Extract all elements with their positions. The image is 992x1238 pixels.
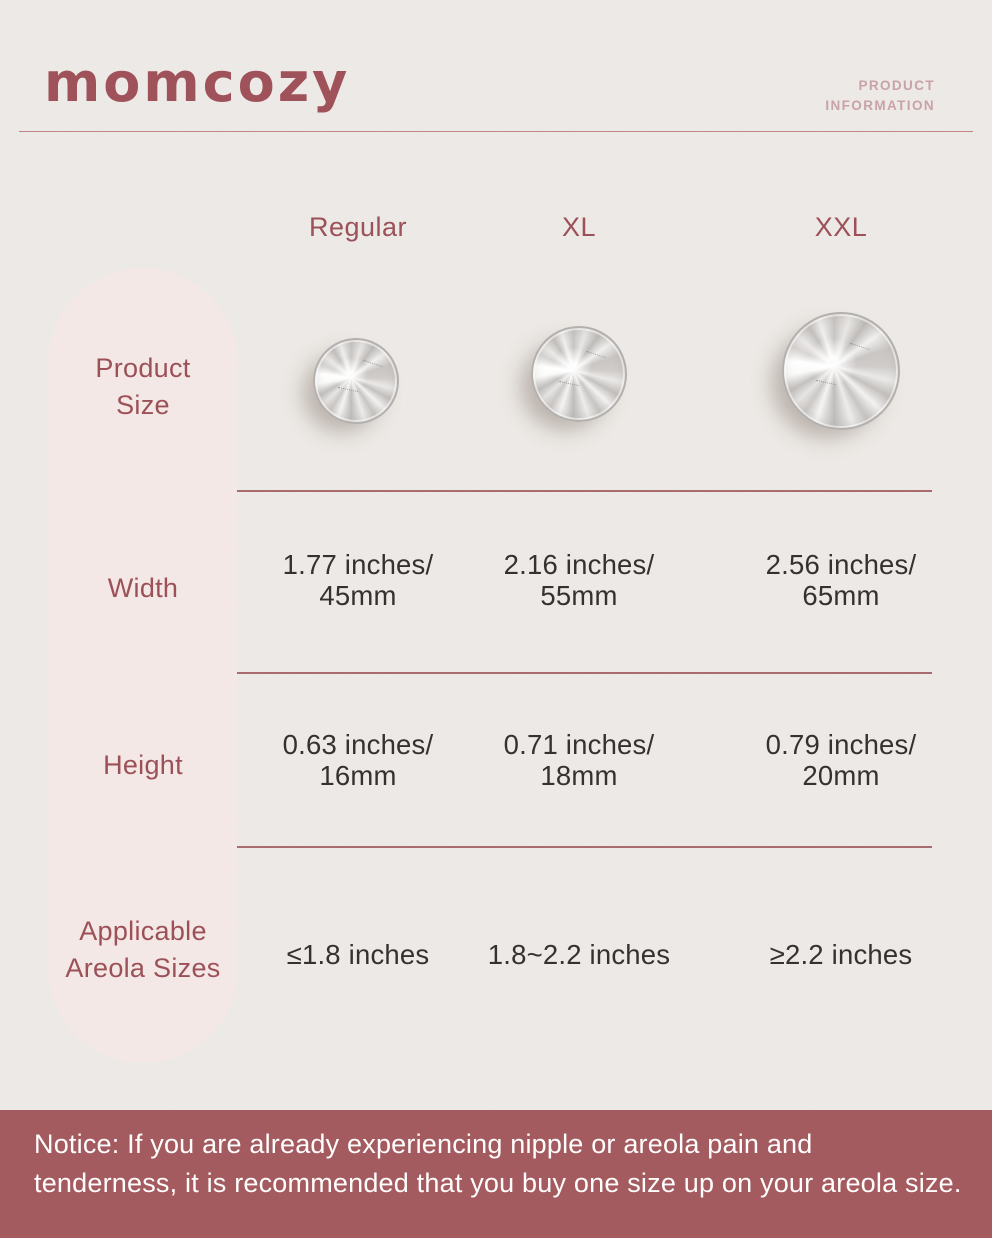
width-xl-mm: 55mm (540, 580, 618, 611)
engraving-mark (558, 381, 579, 387)
height-value-xxl: 0.79 inches/ 20mm (766, 729, 917, 791)
row-label-product-size-line1: Product (95, 353, 191, 383)
width-regular-inches: 1.77 inches/ (282, 549, 434, 580)
height-xl-mm: 18mm (540, 760, 618, 791)
engraving-mark (586, 350, 607, 358)
height-regular-inches: 0.63 inches/ (282, 729, 434, 760)
areola-value-xxl: ≥2.2 inches (769, 939, 913, 970)
notice-banner: Notice: If you are already experiencing … (0, 1110, 992, 1238)
engraving-mark (362, 359, 383, 368)
header-divider (19, 131, 973, 132)
width-value-xxl: 2.56 inches/ 65mm (766, 549, 917, 611)
row-divider (237, 846, 932, 848)
row-label-areola-line2: Areola Sizes (65, 953, 221, 983)
engraving-mark (850, 342, 870, 350)
height-xxl-inches: 0.79 inches/ (765, 729, 917, 760)
row-divider (237, 672, 932, 674)
width-value-regular: 1.77 inches/ 45mm (283, 549, 434, 611)
column-header-regular: Regular (308, 212, 408, 242)
row-divider (237, 490, 932, 492)
row-label-width: Width (107, 573, 179, 603)
row-label-product-size-line2: Size (116, 390, 170, 420)
row-label-sidebar (48, 268, 238, 1063)
page-title-line1: PRODUCT (858, 78, 935, 93)
product-photo-regular (313, 338, 399, 424)
page-title: PRODUCT INFORMATION (825, 76, 935, 117)
engraving-mark (338, 387, 358, 393)
height-value-regular: 0.63 inches/ 16mm (283, 729, 434, 791)
height-regular-mm: 16mm (319, 760, 397, 791)
width-value-xl: 2.16 inches/ 55mm (504, 549, 655, 611)
width-xxl-inches: 2.56 inches/ (765, 549, 917, 580)
row-label-height: Height (103, 750, 183, 780)
width-regular-mm: 45mm (319, 580, 397, 611)
height-xxl-mm: 20mm (802, 760, 880, 791)
row-label-areola-line1: Applicable (79, 916, 207, 946)
column-header-xxl: XXL (814, 212, 868, 242)
areola-value-xl: 1.8~2.2 inches (487, 939, 671, 970)
notice-text: Notice: If you are already experiencing … (34, 1129, 962, 1198)
product-photo-xl (531, 326, 627, 422)
page-title-line2: INFORMATION (825, 98, 935, 114)
row-label-product-size: Product Size (48, 350, 238, 424)
engraving-mark (816, 380, 836, 386)
brand-logo: momcozy (44, 51, 351, 114)
height-xl-inches: 0.71 inches/ (503, 729, 655, 760)
width-xxl-mm: 65mm (802, 580, 880, 611)
height-value-xl: 0.71 inches/ 18mm (504, 729, 655, 791)
product-photo-xxl (782, 312, 900, 430)
row-label-areola-sizes: Applicable Areola Sizes (48, 913, 238, 987)
column-header-xl: XL (561, 212, 597, 242)
width-xl-inches: 2.16 inches/ (503, 549, 655, 580)
areola-value-regular: ≤1.8 inches (286, 939, 430, 970)
